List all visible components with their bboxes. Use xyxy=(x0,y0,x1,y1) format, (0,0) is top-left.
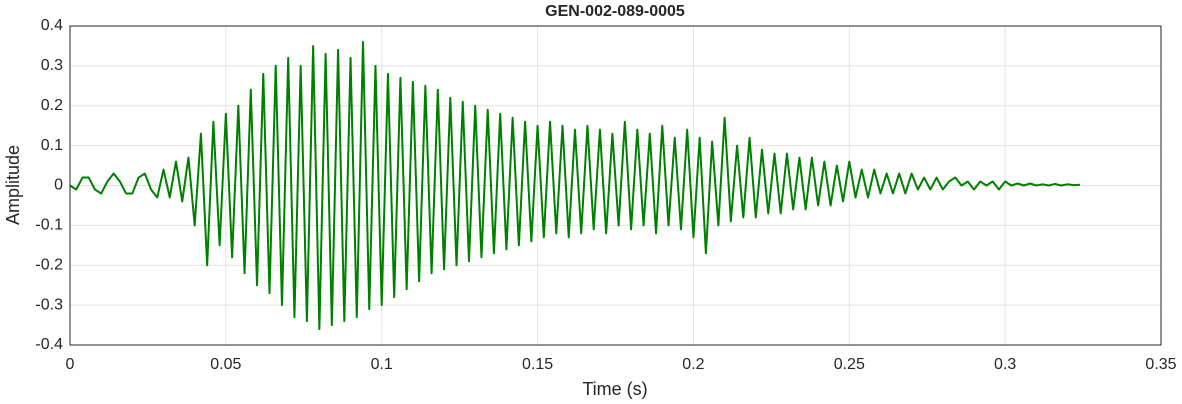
y-tick-label: 0.1 xyxy=(41,137,63,154)
x-tick-label: 0.1 xyxy=(371,356,393,373)
x-axis-label: Time (s) xyxy=(582,379,647,399)
y-tick-label: -0.1 xyxy=(35,217,63,234)
y-tick-label: -0.4 xyxy=(35,336,63,353)
y-tick-label: -0.2 xyxy=(35,256,63,273)
y-tick-label: -0.3 xyxy=(35,296,63,313)
x-tick-label: 0.3 xyxy=(994,356,1016,373)
chart-title: GEN-002-089-0005 xyxy=(545,3,685,20)
x-tick-label: 0 xyxy=(66,356,75,373)
y-tick-label: 0.3 xyxy=(41,57,63,74)
y-tick-label: 0.4 xyxy=(41,17,63,34)
y-tick-label: 0 xyxy=(54,177,63,194)
x-tick-label: 0.35 xyxy=(1145,356,1176,373)
y-tick-label: 0.2 xyxy=(41,97,63,114)
waveform-line xyxy=(69,40,1081,331)
y-axis-label: Amplitude xyxy=(3,145,23,225)
x-tick-label: 0.05 xyxy=(210,356,241,373)
plot-frame xyxy=(69,25,1162,346)
x-tick-label: 0.2 xyxy=(682,356,704,373)
x-tick-label: 0.15 xyxy=(522,356,553,373)
x-tick-label: 0.25 xyxy=(834,356,865,373)
